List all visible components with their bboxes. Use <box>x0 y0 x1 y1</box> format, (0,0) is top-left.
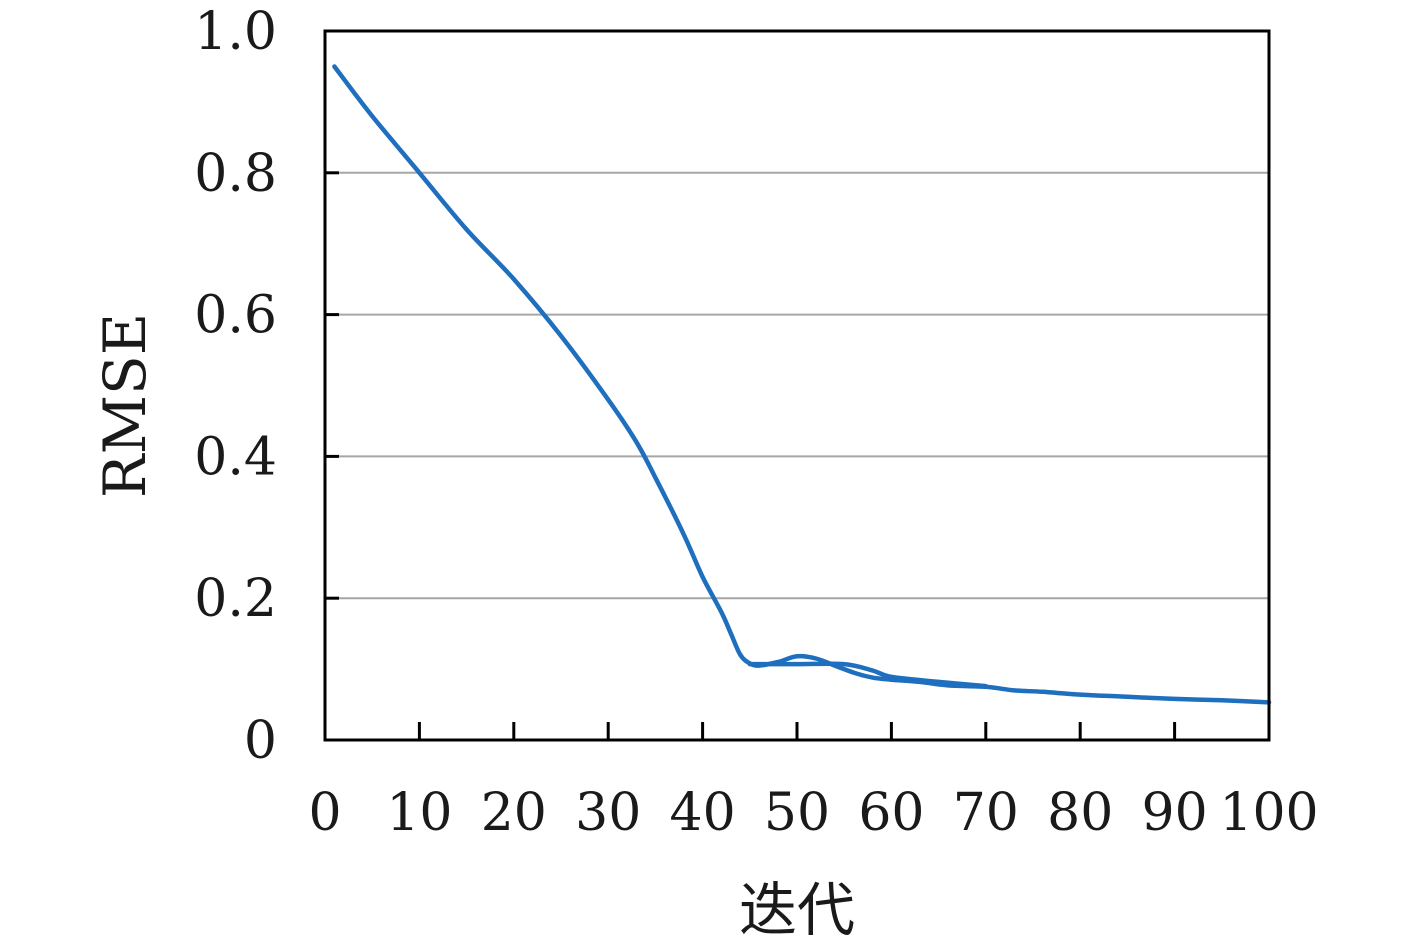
series-line-2 <box>747 661 989 689</box>
x-tick-label-80: 80 <box>1047 783 1113 843</box>
x-tick-label-20: 20 <box>481 783 547 843</box>
series-lines <box>332 64 1272 705</box>
x-tick-label-100: 100 <box>1219 783 1318 843</box>
x-tick-label-50: 50 <box>764 783 830 843</box>
x-tick-label-40: 40 <box>670 783 736 843</box>
grid-lines <box>325 171 1269 600</box>
x-tick-label-60: 60 <box>858 783 924 843</box>
y-tick-label-0.8: 0.8 <box>194 144 277 204</box>
y-tick-label-0.6: 0.6 <box>194 286 277 346</box>
x-tick-label-90: 90 <box>1142 783 1208 843</box>
tick-marks <box>323 29 1271 742</box>
y-tick-label-0.4: 0.4 <box>194 427 277 487</box>
x-axis-title: 迭代 <box>739 876 855 944</box>
tick-labels: 0 10 20 30 40 50 60 70 80 90 100 0 0.2 0.4 0.6 0.8 1.0 <box>194 2 1318 843</box>
x-tick-label-10: 10 <box>386 783 452 843</box>
y-tick-label-0: 0 <box>244 711 277 771</box>
y-tick-label-1: 1.0 <box>194 2 277 62</box>
series-line-1 <box>332 64 1272 705</box>
y-axis-title: RMSE <box>91 313 159 498</box>
y-tick-label-0.2: 0.2 <box>194 569 277 629</box>
x-tick-label-0: 0 <box>308 783 341 843</box>
plot-frame <box>323 29 1271 742</box>
x-tick-label-70: 70 <box>953 783 1019 843</box>
x-tick-label-30: 30 <box>575 783 641 843</box>
